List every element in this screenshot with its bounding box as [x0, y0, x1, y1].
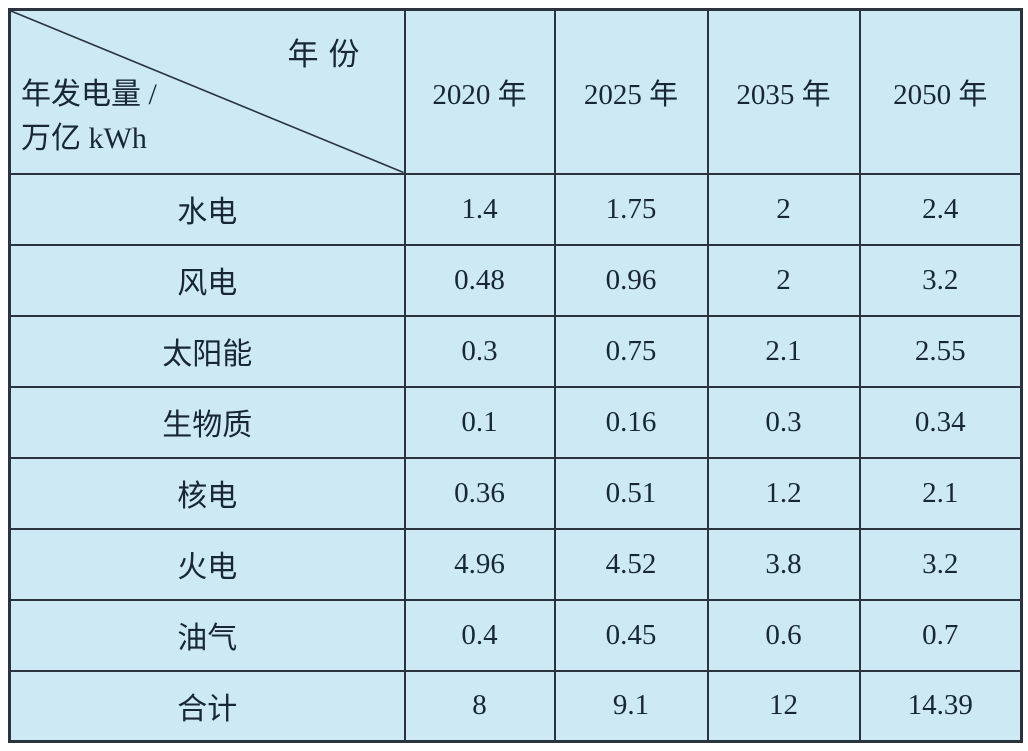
cell-solar-2025: 0.75 — [553, 314, 709, 388]
diagonal-divider-line — [11, 11, 404, 173]
column-header-2025: 2025 年 — [553, 8, 709, 175]
cell-hydro-2025: 1.75 — [553, 172, 709, 246]
cell-hydro-2035: 2 — [706, 172, 861, 246]
header-row: 年份 年发电量 / 万亿 kWh 2020 年 2025 年 2035 年 20… — [8, 8, 1023, 175]
generation-table-container: 年份 年发电量 / 万亿 kWh 2020 年 2025 年 2035 年 20… — [8, 8, 1023, 743]
table-row-oilgas: 油气 0.4 0.45 0.6 0.7 — [8, 598, 1023, 672]
column-header-2020: 2020 年 — [403, 8, 556, 175]
cell-oilgas-2025: 0.45 — [553, 598, 709, 672]
corner-label-generation: 年发电量 / 万亿 kWh — [21, 73, 157, 161]
cell-biomass-2050: 0.34 — [858, 385, 1023, 459]
row-label-nuclear: 核电 — [8, 456, 406, 530]
table-row-wind: 风电 0.48 0.96 2 3.2 — [8, 243, 1023, 317]
cell-solar-2050: 2.55 — [858, 314, 1023, 388]
cell-total-2020: 8 — [403, 669, 556, 743]
row-label-biomass: 生物质 — [8, 385, 406, 459]
cell-oilgas-2050: 0.7 — [858, 598, 1023, 672]
row-label-solar: 太阳能 — [8, 314, 406, 388]
column-header-2035: 2035 年 — [706, 8, 861, 175]
table-row-nuclear: 核电 0.36 0.51 1.2 2.1 — [8, 456, 1023, 530]
cell-thermal-2035: 3.8 — [706, 527, 861, 601]
generation-table: 年份 年发电量 / 万亿 kWh 2020 年 2025 年 2035 年 20… — [8, 8, 1023, 743]
cell-thermal-2025: 4.52 — [553, 527, 709, 601]
cell-thermal-2050: 3.2 — [858, 527, 1023, 601]
cell-oilgas-2035: 0.6 — [706, 598, 861, 672]
cell-solar-2020: 0.3 — [403, 314, 556, 388]
table-row-solar: 太阳能 0.3 0.75 2.1 2.55 — [8, 314, 1023, 388]
cell-hydro-2020: 1.4 — [403, 172, 556, 246]
row-label-oilgas: 油气 — [8, 598, 406, 672]
row-label-wind: 风电 — [8, 243, 406, 317]
row-label-total: 合计 — [8, 669, 406, 743]
cell-nuclear-2020: 0.36 — [403, 456, 556, 530]
corner-label-generation-line2: 万亿 kWh — [21, 122, 147, 155]
cell-nuclear-2050: 2.1 — [858, 456, 1023, 530]
cell-total-2050: 14.39 — [858, 669, 1023, 743]
corner-label-generation-line1: 年发电量 / — [21, 78, 157, 111]
corner-label-year: 年份 — [287, 37, 370, 72]
cell-biomass-2020: 0.1 — [403, 385, 556, 459]
cell-wind-2020: 0.48 — [403, 243, 556, 317]
cell-biomass-2025: 0.16 — [553, 385, 709, 459]
table-row-thermal: 火电 4.96 4.52 3.8 3.2 — [8, 527, 1023, 601]
row-label-hydro: 水电 — [8, 172, 406, 246]
cell-nuclear-2035: 1.2 — [706, 456, 861, 530]
cell-oilgas-2020: 0.4 — [403, 598, 556, 672]
table-row-biomass: 生物质 0.1 0.16 0.3 0.34 — [8, 385, 1023, 459]
cell-solar-2035: 2.1 — [706, 314, 861, 388]
column-header-2050: 2050 年 — [858, 8, 1023, 175]
cell-thermal-2020: 4.96 — [403, 527, 556, 601]
cell-biomass-2035: 0.3 — [706, 385, 861, 459]
cell-hydro-2050: 2.4 — [858, 172, 1023, 246]
cell-total-2025: 9.1 — [553, 669, 709, 743]
diagonal-header-cell: 年份 年发电量 / 万亿 kWh — [8, 8, 406, 175]
cell-wind-2025: 0.96 — [553, 243, 709, 317]
cell-nuclear-2025: 0.51 — [553, 456, 709, 530]
cell-wind-2050: 3.2 — [858, 243, 1023, 317]
table-row-total: 合计 8 9.1 12 14.39 — [8, 669, 1023, 743]
row-label-thermal: 火电 — [8, 527, 406, 601]
table-row-hydro: 水电 1.4 1.75 2 2.4 — [8, 172, 1023, 246]
cell-total-2035: 12 — [706, 669, 861, 743]
cell-wind-2035: 2 — [706, 243, 861, 317]
